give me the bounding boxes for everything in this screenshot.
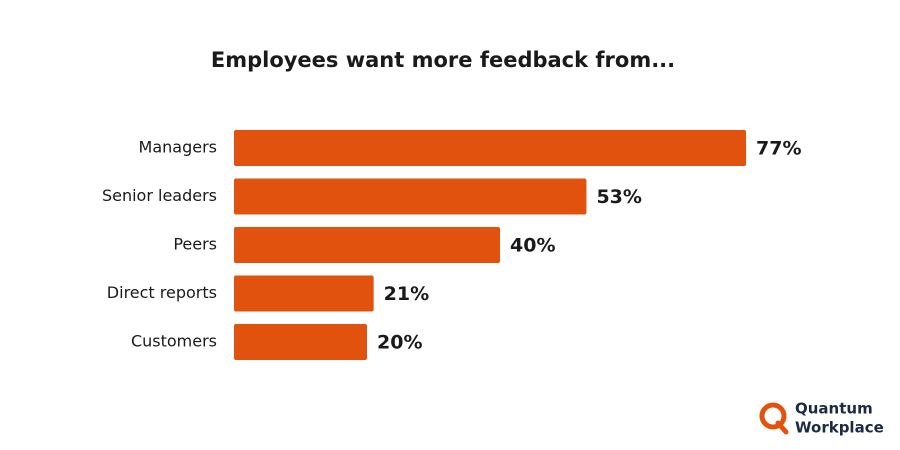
category-label: Direct reports bbox=[107, 283, 217, 302]
logo-icon-tail bbox=[775, 420, 789, 435]
logo: Quantum Workplace bbox=[759, 400, 884, 437]
bar bbox=[234, 275, 374, 312]
logo-icon bbox=[759, 402, 787, 430]
category-label: Managers bbox=[139, 138, 217, 157]
value-label: 40% bbox=[510, 235, 555, 257]
logo-text: Workplace bbox=[795, 419, 884, 437]
bar bbox=[234, 178, 587, 215]
category-label: Peers bbox=[173, 235, 217, 254]
category-label: Customers bbox=[131, 332, 217, 351]
value-label: 21% bbox=[384, 283, 429, 305]
chart-title: Employees want more feedback from... bbox=[211, 48, 675, 72]
value-label: 53% bbox=[596, 186, 641, 208]
category-label: Senior leaders bbox=[102, 186, 217, 205]
logo-text: Quantum bbox=[795, 400, 873, 418]
bar bbox=[234, 227, 500, 263]
bar bbox=[234, 130, 747, 166]
value-label: 20% bbox=[377, 332, 422, 354]
bar bbox=[234, 324, 367, 360]
value-label: 77% bbox=[756, 138, 801, 160]
